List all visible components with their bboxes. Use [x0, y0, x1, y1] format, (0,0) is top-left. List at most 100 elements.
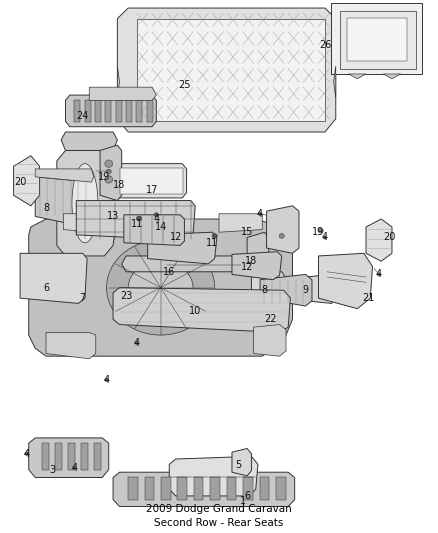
Text: 19: 19: [312, 227, 325, 237]
Text: 4: 4: [24, 449, 30, 459]
Polygon shape: [267, 206, 299, 253]
Bar: [227, 478, 236, 499]
Text: 25: 25: [178, 79, 191, 90]
Text: 7: 7: [80, 293, 86, 303]
Ellipse shape: [72, 466, 76, 470]
Polygon shape: [383, 74, 401, 79]
Text: 14: 14: [155, 222, 167, 232]
Polygon shape: [232, 448, 251, 476]
Text: 2009 Dodge Grand Caravan
Second Row - Rear Seats: 2009 Dodge Grand Caravan Second Row - Re…: [146, 504, 292, 528]
Text: 16: 16: [163, 267, 175, 277]
Bar: [67, 443, 75, 470]
Polygon shape: [232, 252, 282, 280]
Text: 4: 4: [134, 338, 140, 348]
Bar: [145, 478, 154, 499]
Polygon shape: [124, 215, 184, 245]
Bar: [74, 100, 80, 122]
Text: 22: 22: [265, 314, 277, 324]
Polygon shape: [148, 232, 217, 264]
Ellipse shape: [377, 273, 381, 276]
Polygon shape: [64, 214, 100, 232]
Text: 12: 12: [170, 232, 182, 243]
Polygon shape: [76, 200, 195, 240]
Polygon shape: [366, 219, 392, 261]
Polygon shape: [100, 145, 122, 200]
Bar: [260, 478, 269, 499]
Polygon shape: [332, 3, 422, 74]
Text: 4: 4: [322, 232, 328, 243]
Bar: [105, 100, 111, 122]
Polygon shape: [61, 132, 117, 150]
Text: 21: 21: [362, 293, 374, 303]
Polygon shape: [305, 274, 336, 303]
Polygon shape: [122, 256, 279, 272]
Text: 6: 6: [43, 282, 49, 293]
Text: 12: 12: [241, 262, 253, 271]
Text: 18: 18: [245, 256, 258, 266]
Ellipse shape: [154, 213, 159, 217]
Polygon shape: [254, 325, 286, 356]
Bar: [55, 443, 63, 470]
Polygon shape: [29, 219, 293, 356]
Text: 4: 4: [71, 463, 77, 473]
Ellipse shape: [106, 240, 215, 335]
Text: 26: 26: [319, 40, 331, 50]
Ellipse shape: [72, 164, 98, 243]
Text: 10: 10: [189, 306, 201, 316]
Polygon shape: [35, 177, 96, 227]
Polygon shape: [113, 472, 295, 506]
Bar: [85, 100, 91, 122]
Text: 20: 20: [14, 177, 26, 187]
Text: 18: 18: [113, 180, 126, 190]
Polygon shape: [260, 274, 312, 306]
Bar: [161, 478, 170, 499]
Text: 19: 19: [98, 172, 110, 182]
Polygon shape: [89, 87, 156, 100]
Text: 8: 8: [261, 285, 268, 295]
Text: 1: 1: [240, 496, 246, 506]
Ellipse shape: [258, 212, 262, 215]
Text: 3: 3: [49, 465, 56, 474]
Bar: [194, 478, 203, 499]
Ellipse shape: [212, 233, 217, 238]
Bar: [276, 478, 286, 499]
Ellipse shape: [318, 228, 323, 233]
Ellipse shape: [323, 236, 327, 239]
Text: 24: 24: [77, 111, 89, 121]
Text: 5: 5: [235, 461, 242, 470]
Ellipse shape: [105, 378, 108, 382]
Text: 4: 4: [153, 214, 159, 224]
Polygon shape: [20, 253, 87, 303]
Text: 23: 23: [120, 290, 132, 301]
Ellipse shape: [105, 176, 113, 183]
Polygon shape: [113, 164, 187, 198]
Ellipse shape: [105, 160, 113, 167]
Polygon shape: [247, 232, 269, 268]
Bar: [116, 100, 122, 122]
Polygon shape: [14, 156, 39, 206]
Bar: [210, 478, 220, 499]
Polygon shape: [35, 169, 94, 182]
Polygon shape: [46, 333, 96, 359]
Polygon shape: [113, 288, 290, 333]
Ellipse shape: [128, 261, 193, 314]
Ellipse shape: [135, 342, 138, 344]
Bar: [95, 100, 101, 122]
Polygon shape: [334, 66, 336, 98]
Bar: [120, 168, 183, 193]
Bar: [147, 100, 153, 122]
Polygon shape: [349, 74, 366, 79]
Bar: [243, 478, 253, 499]
Bar: [136, 100, 142, 122]
Bar: [177, 478, 187, 499]
Polygon shape: [29, 438, 109, 478]
Text: 20: 20: [384, 232, 396, 243]
Polygon shape: [117, 8, 336, 132]
Text: 6: 6: [244, 491, 250, 501]
Text: 13: 13: [107, 212, 119, 221]
Polygon shape: [66, 95, 156, 127]
Text: 8: 8: [43, 204, 49, 214]
Bar: [128, 478, 138, 499]
Bar: [81, 443, 88, 470]
Polygon shape: [251, 272, 290, 319]
